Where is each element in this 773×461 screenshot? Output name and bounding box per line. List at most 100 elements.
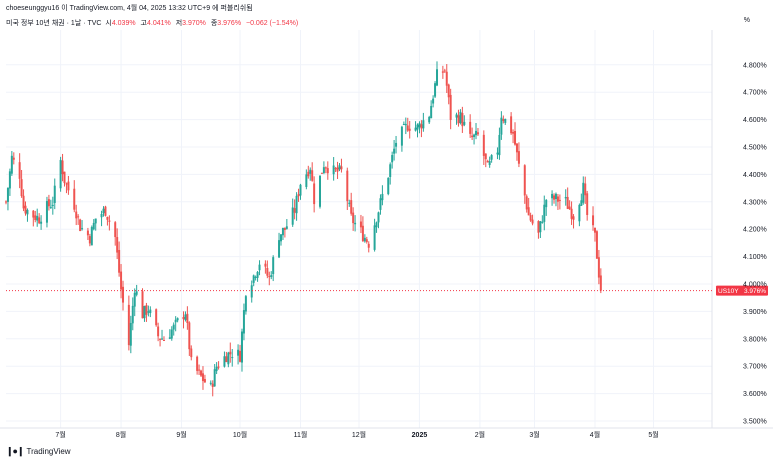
x-tick-label: 9월 (176, 430, 186, 439)
candle-body (416, 124, 419, 130)
candle-body (116, 237, 119, 253)
candle-body (118, 249, 121, 273)
chart-grid (0, 30, 773, 429)
candle-body (305, 174, 308, 187)
candle-body (428, 116, 431, 123)
candle-body (346, 170, 349, 202)
candle-body (367, 243, 370, 248)
candle-body (517, 151, 520, 164)
candle-body (586, 193, 589, 215)
candle-body (6, 187, 9, 202)
close-value: 3.976% (217, 20, 242, 27)
candle-body (572, 216, 575, 220)
candle-body (182, 316, 185, 320)
x-tick-label: 2월 (475, 430, 485, 439)
candle-body (566, 196, 569, 209)
candle-body (159, 338, 162, 340)
last-price-symbol: US10Y (718, 288, 739, 295)
high-value: 4.041% (146, 20, 171, 27)
candle-body (200, 370, 203, 376)
candle-body (285, 226, 288, 229)
candle-body (53, 185, 56, 203)
candle-body (381, 193, 384, 201)
candle-body (541, 221, 544, 223)
candle-body (393, 148, 396, 154)
candle-body (449, 94, 452, 120)
y-tick-label: 4.600% (743, 117, 767, 124)
candle-body (365, 239, 368, 243)
candle-body (252, 275, 255, 283)
candle-body (36, 215, 39, 221)
candle-body (326, 168, 329, 174)
time-axis[interactable]: 7월 8월 9월 10월 11월 12월 2025 2월 3월 4월 5월 (55, 430, 658, 439)
candle-body (340, 166, 343, 170)
candle-body (203, 379, 206, 383)
candle-body (420, 124, 423, 129)
candle-body (254, 276, 257, 278)
y-tick-label: 3.500% (743, 419, 767, 426)
change-value: −0.062 (−1.54%) (246, 20, 299, 27)
candle-body (441, 71, 444, 73)
candle-body (45, 201, 48, 223)
x-tick-label: 12월 (352, 430, 366, 439)
candle-body (391, 155, 394, 163)
x-tick-label: 7월 (55, 430, 65, 439)
candle-body (161, 338, 164, 340)
candle-body (186, 313, 189, 323)
candle-body (225, 356, 228, 363)
candle-body (22, 195, 25, 209)
candle-body (20, 179, 23, 197)
price-scale-unit[interactable]: % (743, 17, 750, 24)
candle-body (359, 221, 362, 228)
candle-body (443, 70, 446, 72)
y-tick-label: 4.100% (743, 254, 767, 261)
candle-body (155, 309, 158, 326)
candle-body (484, 153, 487, 160)
candle-body (375, 222, 378, 228)
candle-body (322, 167, 325, 174)
candle-body (320, 172, 323, 174)
candle-body (198, 369, 201, 371)
candle-body (237, 349, 240, 356)
candle-body (51, 204, 54, 206)
candle-body (500, 117, 503, 135)
candle-body (354, 222, 357, 225)
price-axis[interactable]: 3.500% 3.600% 3.700% 3.800% 3.900% 4.000% 4.10… (743, 62, 767, 425)
y-tick-label: 4.800% (743, 62, 767, 69)
candle-body (387, 177, 390, 195)
candle-body (188, 322, 191, 350)
candle-body (239, 350, 242, 362)
y-tick-label: 3.700% (743, 364, 767, 371)
candle-body (24, 205, 27, 214)
candle-body (551, 193, 554, 199)
candle-body (597, 257, 600, 278)
candle-body (434, 83, 437, 97)
candle-body (408, 128, 411, 131)
candle-body (106, 216, 109, 220)
candle-body (580, 200, 583, 206)
candle-body (174, 319, 177, 323)
publish-info: choeseunggyu16 이 TradingView.com, 4월 04,… (6, 5, 253, 12)
candle-body (311, 170, 314, 181)
candle-body (402, 124, 405, 126)
candle-body (5, 201, 7, 203)
candle-body (336, 167, 339, 172)
candle-body (595, 231, 598, 259)
candle-body (406, 125, 409, 131)
candle-body (486, 160, 489, 163)
candle-body (395, 142, 398, 147)
candle-body (502, 119, 505, 121)
candle-body (244, 296, 247, 312)
x-tick-label: 2025 (412, 432, 428, 439)
candle-body (568, 206, 571, 210)
candle-body (564, 196, 567, 199)
footer-brand[interactable]: ❙●❙ TradingView (6, 446, 71, 457)
candle-body (34, 215, 37, 220)
x-tick-label: 11월 (294, 430, 308, 439)
candle-body (297, 194, 300, 197)
candle-body (63, 171, 66, 184)
candle-body (422, 120, 425, 129)
candle-body (545, 200, 548, 208)
candle-body (127, 304, 130, 346)
